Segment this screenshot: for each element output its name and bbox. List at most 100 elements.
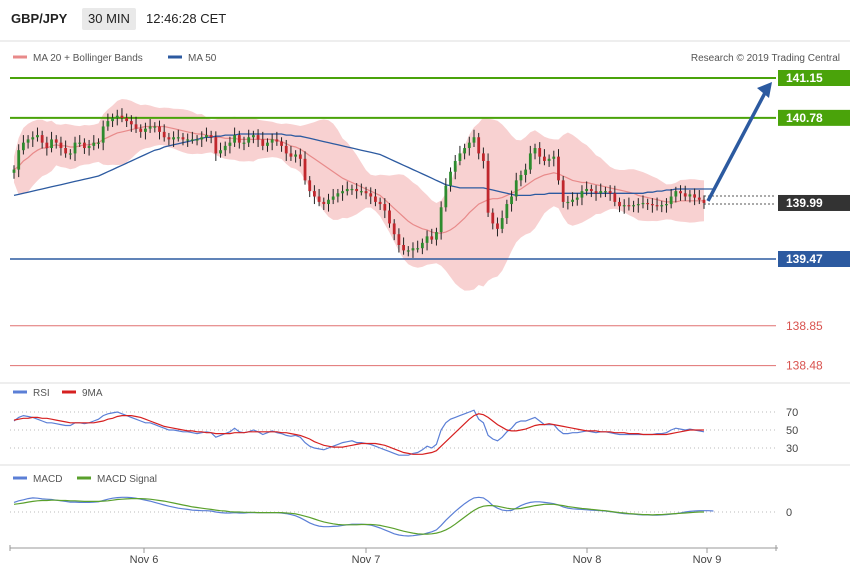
candle-body (580, 191, 584, 198)
candle-body (233, 135, 237, 143)
candle-body (636, 204, 640, 206)
candle-body (331, 196, 335, 200)
candle-body (449, 171, 452, 186)
candle-body (125, 117, 129, 122)
candle-body (406, 250, 410, 252)
candle-body (298, 154, 302, 159)
candle-body (533, 148, 537, 154)
candle-body (543, 156, 546, 161)
candle-body (702, 199, 706, 203)
candle-body (697, 197, 701, 200)
current-price-tag (778, 194, 850, 211)
candle-body (430, 236, 434, 240)
candle-body (153, 126, 157, 128)
candle-body (134, 124, 138, 129)
current-price-label: 139.99 (786, 196, 823, 210)
candle-body (378, 201, 382, 205)
support-tag-label: 139.47 (786, 252, 823, 266)
candle-body (26, 139, 30, 143)
candle-body (669, 196, 673, 205)
candle-body (402, 244, 405, 251)
x-tick-label: Nov 8 (573, 554, 602, 566)
candle-body (247, 137, 251, 143)
candle-body (289, 153, 293, 157)
candle-body (632, 205, 635, 207)
resistance-tag (778, 70, 850, 86)
candle-body (458, 153, 462, 161)
support-tag (778, 251, 850, 267)
candle-body (294, 154, 298, 157)
candle-body (608, 191, 612, 194)
candle-body (115, 115, 119, 118)
candle-body (228, 142, 232, 146)
candle-body (280, 141, 283, 146)
candle-body (181, 137, 185, 140)
candle-body (420, 242, 424, 249)
candle-body (256, 135, 260, 140)
candle-body (604, 191, 607, 193)
rsi-grid: 70 50 30 (10, 407, 798, 455)
x-tick-label: Nov 7 (352, 554, 381, 566)
candle-body (308, 180, 312, 192)
target-label: 138.85 (786, 319, 823, 333)
candle-body (120, 115, 124, 118)
candle-body (59, 142, 63, 149)
macd-tick-label: 0 (786, 507, 792, 519)
macd-signal-line (13, 498, 704, 535)
candle-body (327, 199, 330, 205)
candle-body (557, 156, 560, 181)
macd-line (13, 496, 714, 537)
candle-body (158, 126, 161, 132)
candle-body (693, 194, 697, 198)
candle-body (209, 135, 213, 138)
candle-body (200, 137, 204, 140)
candle-body (341, 191, 344, 194)
candle-body (359, 191, 363, 193)
candle-body (369, 193, 373, 197)
candle-body (472, 137, 476, 143)
candle-body (496, 223, 499, 229)
candle-body (251, 135, 255, 138)
candle-body (172, 137, 175, 140)
candle-body (242, 142, 246, 144)
candle-body (106, 121, 110, 127)
candle-body (467, 142, 471, 149)
candle-body (650, 204, 654, 206)
candle-body (571, 199, 574, 202)
x-axis: Nov 6 Nov 7 Nov 8 Nov 9 (9, 545, 778, 566)
candle-body (83, 142, 86, 149)
candle-body (270, 139, 274, 143)
candle-body (313, 191, 316, 197)
candle-body (261, 139, 265, 146)
candle-body (148, 126, 152, 129)
projection-arrow-shaft (706, 88, 769, 202)
candle-body (303, 158, 307, 181)
candle-body (618, 201, 621, 207)
price-tags: 141.15 140.78 139.47 138.85 138.48 139.99 (778, 70, 850, 373)
candle-body (223, 145, 227, 151)
candle-body (129, 121, 133, 125)
macd-signal-legend-label: MACD Signal (97, 474, 157, 485)
candle-body (665, 204, 668, 206)
candle-body (524, 169, 528, 175)
candle-body (519, 174, 523, 181)
resistance-tag-label: 140.78 (786, 111, 823, 125)
candle-body (40, 135, 44, 143)
candle-body (416, 248, 420, 250)
resistance-tag (778, 109, 850, 126)
rsi-legend: RSI 9MA (13, 388, 103, 399)
candle-body (162, 131, 166, 138)
x-tick-label: Nov 9 (693, 554, 722, 566)
candle-body (68, 153, 72, 155)
symbol-label: GBP/JPY (11, 11, 68, 26)
candle-body (538, 148, 542, 157)
candle-body (317, 196, 321, 202)
ma50-legend-label: MA 50 (188, 53, 217, 64)
candle-body (36, 135, 39, 138)
resistance-tag-label: 141.15 (786, 71, 823, 85)
timeframe-selector[interactable]: 30 MIN (82, 8, 136, 30)
candle-body (444, 185, 448, 208)
candle-body (397, 234, 401, 245)
candle-body (439, 207, 443, 233)
candle-body (167, 137, 171, 140)
